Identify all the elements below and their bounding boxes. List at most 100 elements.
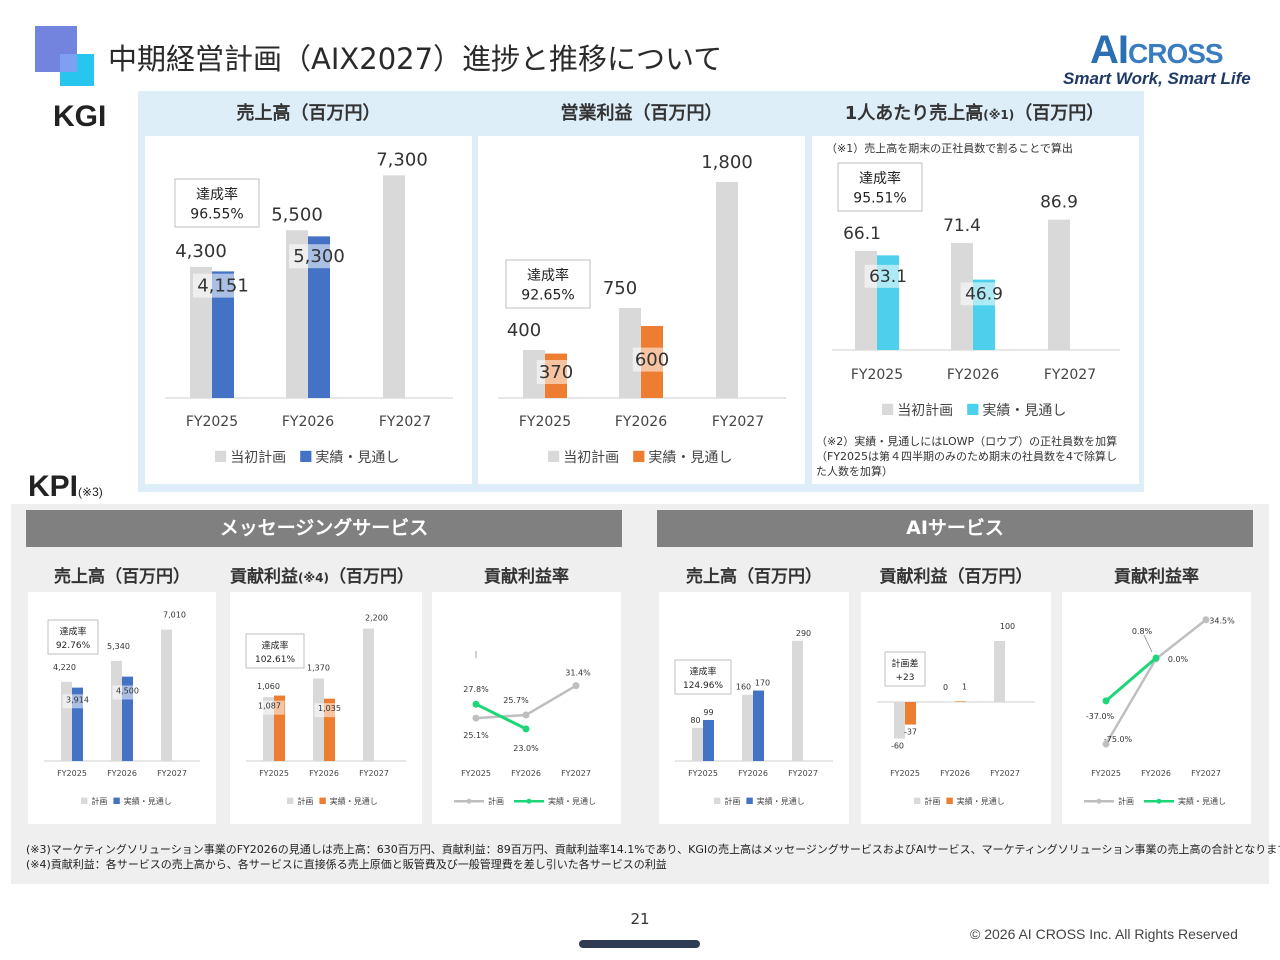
- data-point: [522, 725, 530, 733]
- plan-value-label: 100: [1000, 622, 1015, 631]
- category-label: FY2026: [511, 769, 541, 778]
- point-label: 0.8%: [1132, 627, 1153, 636]
- actual-value-label: 4,500: [116, 687, 139, 696]
- legend-label: 実績・見通し: [1178, 796, 1226, 806]
- actual-value-label: 3,914: [66, 695, 89, 704]
- kgi-per-head-unit: （百万円）: [1014, 103, 1105, 124]
- label-leader-line: [1143, 634, 1153, 653]
- point-label: 27.8%: [463, 685, 489, 694]
- kgi-profit-chart: FY2025 400 370 FY2026 750 600 FY2027 1,800 達成率 92…: [498, 152, 786, 466]
- plan-value-label: 5,340: [107, 642, 130, 651]
- legend-label: 実績・見通し: [648, 450, 732, 466]
- annotation-title: 達成率: [859, 170, 901, 187]
- msg-contrib-note: (※4): [298, 571, 329, 585]
- legend-swatch: [633, 450, 645, 462]
- category-label: FY2025: [519, 414, 571, 430]
- kgi-sales-card: FY2025 4,300 4,151 FY2026 5,500 5,300 FY2027 7,…: [145, 136, 472, 484]
- point-label: 25.7%: [503, 696, 529, 705]
- annotation-box: [837, 162, 923, 212]
- plan-value-label: 160: [736, 683, 751, 692]
- plan-value-label: 5,500: [271, 204, 323, 225]
- category-label: FY2027: [157, 769, 187, 778]
- annotation-box: [505, 259, 591, 309]
- kgi-note2-line: （※2）実績・見通しにはLOWP（ロウプ）の正社員数を加算: [816, 435, 1118, 448]
- plan-value-label: 80: [690, 716, 700, 725]
- plan-value-label: 7,300: [376, 149, 428, 170]
- msg-sales-card: FY2025 4,220 3,914 FY2026 5,340 4,500 FY2027 7,…: [28, 592, 216, 824]
- legend-swatch: [882, 403, 894, 415]
- kpi-label-note: (※3): [78, 485, 103, 499]
- plan-value-label: 86.9: [1040, 193, 1078, 213]
- actual-label-backdrop: [254, 700, 285, 715]
- kgi-note2-line: （FY2025は第４四半期のみのため期末の社員数を4で除算し: [816, 450, 1118, 463]
- actual-bar: [308, 236, 330, 398]
- ai-rate-heading: 貢献利益率: [1114, 567, 1199, 587]
- kpi-label-text: KPI: [28, 470, 79, 503]
- category-label: FY2025: [688, 769, 718, 778]
- kgi-sales-chart: FY2025 4,300 4,151 FY2026 5,500 5,300 FY2027 7,…: [165, 149, 453, 466]
- plan-value-label: 400: [507, 320, 541, 341]
- actual-value-label: 5,300: [293, 246, 345, 267]
- plan-value-label: 1,800: [701, 152, 753, 173]
- actual-value-label: 4,151: [197, 276, 249, 297]
- msg-contrib-heading: 貢献利益(※4)（百万円）: [222, 562, 422, 587]
- actual-value-label: 63.1: [869, 267, 907, 287]
- plan-bar: [692, 727, 703, 761]
- category-label: FY2026: [615, 414, 667, 430]
- category-label: FY2027: [990, 769, 1020, 778]
- legend-label: 当初計画: [230, 449, 286, 466]
- ai-rate-card: -75.0% 0.0% 34.5% -37.0% 0.8% FY2025 FY2026 FY2…: [1062, 592, 1251, 824]
- msg-contrib-card: FY2025 1,060 1,087 FY2026 1,370 1,035 FY2027 2,…: [230, 592, 422, 824]
- actual-bar: [753, 690, 764, 761]
- plan-value-label: 1,060: [257, 682, 280, 691]
- actual-bar: [905, 702, 916, 725]
- brand-tagline: Smart Work, Smart Life: [1063, 69, 1251, 88]
- kgi-per-head-card: FY2025 66.1 63.1 FY2026 71.4 46.9 FY2027 86.9 達成…: [812, 136, 1139, 484]
- category-label: FY2027: [1191, 769, 1221, 778]
- data-point: [572, 682, 580, 690]
- category-label: FY2027: [561, 769, 591, 778]
- plan-value-label: 750: [603, 278, 637, 299]
- plan-value-label: 290: [796, 629, 811, 638]
- actual-bar: [955, 701, 966, 702]
- footnote-3: (※3)マーケティングソリューション事業のFY2026の見通しは売上高：630百…: [26, 843, 1280, 856]
- kgi-sales-heading: 売上高（百万円）: [236, 103, 381, 124]
- legend-marker: [1156, 798, 1162, 804]
- messaging-service-band: メッセージングサービス: [26, 510, 622, 547]
- data-point: [522, 711, 530, 719]
- legend-swatch: [287, 797, 294, 804]
- plan-value-label: 4,300: [175, 241, 227, 262]
- legend-label: 計画: [297, 796, 313, 806]
- footnote-4: (※4)貢献利益：各サービスの売上高から、各サービスに直接係る売上原価と販管費及…: [26, 858, 667, 871]
- category-label: FY2025: [890, 769, 920, 778]
- point-label: 23.0%: [513, 744, 539, 753]
- copyright: © 2026 AI CROSS Inc. All Rights Reserved: [970, 926, 1238, 942]
- category-label: FY2027: [712, 414, 764, 430]
- category-label: FY2025: [461, 769, 491, 778]
- legend-label: 当初計画: [897, 402, 953, 419]
- category-label: FY2025: [851, 367, 903, 383]
- kpi-section-label: KPI(※3): [28, 470, 103, 504]
- plan-bar: [61, 681, 72, 761]
- actual-value-label: 1,035: [318, 704, 341, 713]
- series-line: [475, 702, 527, 731]
- legend-marker: [526, 798, 532, 804]
- data-point: [1202, 616, 1210, 624]
- kgi-note2-line: た人数を加算）: [816, 465, 893, 478]
- plan-bar: [383, 175, 405, 398]
- legend-swatch: [113, 797, 120, 804]
- kgi-per-head-chart: FY2025 66.1 63.1 FY2026 71.4 46.9 FY2027 86.9 達成…: [832, 162, 1120, 419]
- plan-bar: [742, 694, 753, 761]
- category-label: FY2027: [359, 769, 389, 778]
- point-label: -75.0%: [1104, 735, 1133, 744]
- plan-value-label: 4,220: [53, 663, 76, 672]
- legend-swatch: [967, 403, 979, 415]
- point-label: 31.4%: [565, 669, 591, 678]
- kgi-profit-heading: 営業利益（百万円）: [560, 103, 723, 124]
- legend-swatch: [548, 450, 560, 462]
- legend-label: 実績・見通し: [982, 403, 1066, 419]
- actual-label-backdrop: [314, 703, 345, 718]
- category-label: FY2025: [57, 769, 87, 778]
- annotation-box: [47, 619, 99, 655]
- ai-service-band: AIサービス: [657, 510, 1253, 547]
